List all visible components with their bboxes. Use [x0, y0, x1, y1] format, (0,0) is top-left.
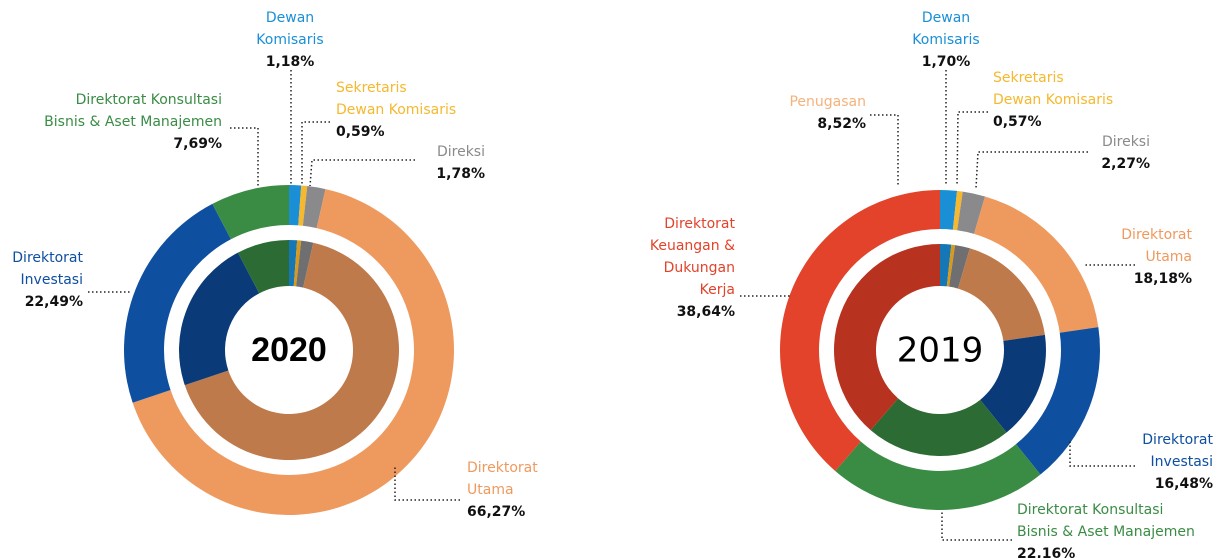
value-label: 1,70%: [922, 54, 971, 70]
outer-slice: [302, 186, 326, 229]
outer-slice: [952, 190, 963, 231]
outer-slice: [957, 191, 986, 234]
inner-slice: [980, 334, 1046, 433]
slice-label: Utama: [467, 482, 514, 498]
value-label: 2,27%: [1101, 156, 1150, 172]
annotation-value: 8,52%: [817, 116, 866, 132]
slice-label: Dewan: [922, 10, 970, 26]
separator-ring: [826, 236, 1054, 464]
inner-slice: [237, 240, 289, 294]
inner-slice: [834, 244, 940, 431]
leader-line: [941, 510, 1012, 541]
value-label: 0,59%: [336, 124, 385, 140]
value-label: 0,57%: [993, 114, 1042, 130]
slice-label: Direktorat: [12, 250, 83, 266]
value-label: 1,78%: [436, 166, 485, 182]
slice-label: Direktorat Konsultasi: [1017, 502, 1163, 518]
slice-label: Utama: [1145, 249, 1192, 265]
slice-label: Bisnis & Aset Manajemen: [44, 114, 222, 130]
slice-label: Komisaris: [912, 32, 979, 48]
leader-line: [1069, 440, 1135, 467]
leader-line: [230, 127, 259, 186]
inner-slice: [946, 244, 956, 287]
slice-label: Dewan: [266, 10, 314, 26]
separator-ring: [171, 232, 407, 468]
value-label: 16,48%: [1155, 476, 1213, 492]
slice-label: Bisnis & Aset Manajemen: [1017, 524, 1195, 540]
slice-label: Direktorat: [1121, 227, 1192, 243]
slice-label: Investasi: [21, 272, 83, 288]
leader-line: [975, 151, 1088, 189]
inner-slice: [179, 252, 260, 386]
leader-line: [394, 465, 460, 501]
slice-label: Dukungan: [664, 260, 735, 276]
outer-slice: [974, 196, 1099, 333]
slice-label: Komisaris: [256, 32, 323, 48]
annotation-label: Penugasan: [789, 94, 866, 110]
slice-label: Sekretaris: [993, 70, 1064, 86]
value-label: 38,64%: [677, 304, 735, 320]
outer-slice: [289, 185, 302, 226]
outer-slice: [1015, 327, 1100, 475]
value-label: 66,27%: [467, 504, 525, 520]
value-label: 7,69%: [173, 136, 222, 152]
outer-slice: [940, 190, 958, 230]
inner-slice: [958, 248, 1045, 341]
value-label: 18,18%: [1134, 271, 1192, 287]
slice-label: Direktorat: [664, 216, 735, 232]
slice-label: Sekretaris: [336, 80, 407, 96]
value-label: 22,16%: [1017, 546, 1075, 558]
value-label: 22,49%: [25, 294, 83, 310]
slice-label: Dewan Komisaris: [993, 92, 1113, 108]
slice-label: Direksi: [437, 144, 485, 160]
leader-line: [309, 159, 415, 187]
outer-slice: [835, 441, 1041, 510]
leader-line: [870, 114, 899, 186]
inner-slice: [949, 245, 970, 289]
outer-slice: [212, 185, 289, 240]
inner-slice: [870, 398, 1007, 456]
inner-slice: [940, 244, 952, 287]
slice-label: Direktorat Konsultasi: [76, 92, 222, 108]
leader-line: [301, 121, 330, 186]
slice-label: Direktorat: [1142, 432, 1213, 448]
value-label: 1,18%: [266, 54, 315, 70]
outer-slice: [780, 190, 940, 471]
center-label: 2019: [897, 331, 984, 371]
slice-label: Direktorat: [467, 460, 538, 476]
inner-slice: [296, 240, 314, 288]
slice-label: Direksi: [1102, 134, 1150, 150]
inner-slice: [289, 240, 298, 287]
center-label: 2020: [251, 331, 327, 369]
slice-label: Keuangan &: [650, 238, 735, 254]
slice-label: Dewan Komisaris: [336, 102, 456, 118]
leader-line: [956, 111, 988, 187]
outer-slice: [298, 185, 308, 226]
inner-slice: [184, 242, 399, 460]
inner-slice: [293, 240, 302, 287]
slice-label: Investasi: [1151, 454, 1213, 470]
slice-label: Kerja: [700, 282, 735, 298]
outer-slice: [123, 203, 231, 403]
